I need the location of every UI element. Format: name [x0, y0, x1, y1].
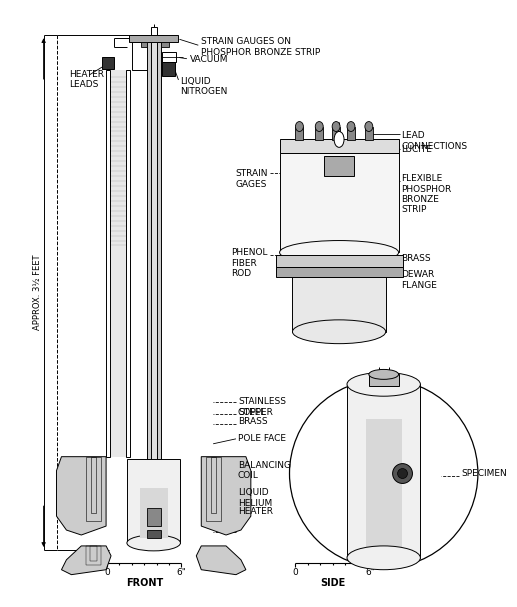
Text: COPPER: COPPER [238, 407, 274, 416]
Polygon shape [56, 456, 106, 535]
Bar [332, 126, 340, 140]
Text: 0: 0 [104, 568, 110, 577]
Ellipse shape [332, 121, 340, 132]
Text: BALANCING
COIL: BALANCING COIL [238, 461, 291, 480]
Bar [276, 256, 403, 267]
Bar [324, 156, 354, 176]
Bar [366, 419, 402, 548]
Bar [276, 267, 403, 277]
Text: 6": 6" [176, 568, 186, 577]
Bar [102, 57, 114, 69]
Text: STRAIN
GAGES: STRAIN GAGES [235, 169, 268, 189]
Bar [147, 42, 150, 459]
Text: STRAIN GAUGES ON
PHOSPHOR BRONZE STRIP: STRAIN GAUGES ON PHOSPHOR BRONZE STRIP [201, 37, 321, 56]
Text: BRASS: BRASS [402, 254, 431, 263]
Bar [280, 140, 399, 154]
Bar [295, 126, 303, 140]
Text: POLE FACE: POLE FACE [238, 434, 286, 443]
Bar [140, 489, 168, 538]
Text: SPECIMEN: SPECIMEN [461, 469, 507, 478]
Bar [127, 459, 180, 543]
Bar [126, 70, 130, 456]
Text: HEATER: HEATER [238, 507, 273, 516]
Ellipse shape [334, 132, 344, 148]
Text: APPROX. 3½ FEET: APPROX. 3½ FEET [33, 254, 42, 330]
Ellipse shape [315, 121, 323, 132]
Bar [106, 70, 110, 456]
Circle shape [398, 469, 407, 478]
Ellipse shape [280, 240, 399, 264]
Ellipse shape [365, 121, 373, 132]
Polygon shape [62, 546, 111, 575]
Bar [141, 42, 147, 47]
Bar [150, 27, 157, 35]
Ellipse shape [127, 535, 180, 551]
Bar [365, 126, 373, 140]
Ellipse shape [347, 546, 420, 570]
Ellipse shape [295, 121, 303, 132]
Text: HEATER
LEADS: HEATER LEADS [69, 70, 104, 89]
Text: LIQUID
HELIUM: LIQUID HELIUM [238, 489, 272, 508]
Circle shape [392, 464, 413, 483]
Text: LUCITE: LUCITE [402, 145, 432, 154]
Bar [147, 508, 161, 526]
Bar [150, 42, 157, 459]
Bar [147, 530, 161, 538]
Text: LIQUID
NITROGEN: LIQUID NITROGEN [180, 77, 228, 97]
Ellipse shape [347, 121, 355, 132]
Text: 0: 0 [293, 568, 298, 577]
Text: PHENOL
FIBER
ROD: PHENOL FIBER ROD [231, 248, 268, 278]
Text: SIDE: SIDE [320, 578, 345, 588]
Text: FLEXIBLE
PHOSPHOR
BRONZE
STRIP: FLEXIBLE PHOSPHOR BRONZE STRIP [402, 174, 452, 214]
Bar [347, 126, 355, 140]
Text: BRASS: BRASS [238, 418, 268, 427]
Text: STAINLESS
STEEL: STAINLESS STEEL [238, 397, 286, 416]
Circle shape [290, 379, 478, 568]
Bar [369, 375, 399, 386]
Polygon shape [196, 546, 246, 575]
Bar [129, 35, 178, 42]
Bar [315, 126, 323, 140]
Text: DEWAR
FLANGE: DEWAR FLANGE [402, 270, 437, 290]
Text: 6": 6" [365, 568, 375, 577]
Text: LEAD
CONNECTIONS: LEAD CONNECTIONS [402, 132, 468, 151]
Ellipse shape [369, 370, 399, 379]
Bar [162, 52, 176, 62]
Bar [161, 42, 169, 47]
Bar [162, 62, 175, 76]
Polygon shape [201, 456, 251, 535]
Ellipse shape [293, 320, 386, 344]
Bar [110, 70, 126, 456]
Ellipse shape [347, 373, 420, 396]
Bar [293, 277, 386, 332]
Bar [347, 384, 420, 558]
Text: VACUUM: VACUUM [190, 55, 229, 64]
Bar [157, 42, 161, 459]
Bar [280, 154, 399, 253]
Bar [132, 42, 150, 70]
Text: FRONT: FRONT [126, 578, 163, 588]
